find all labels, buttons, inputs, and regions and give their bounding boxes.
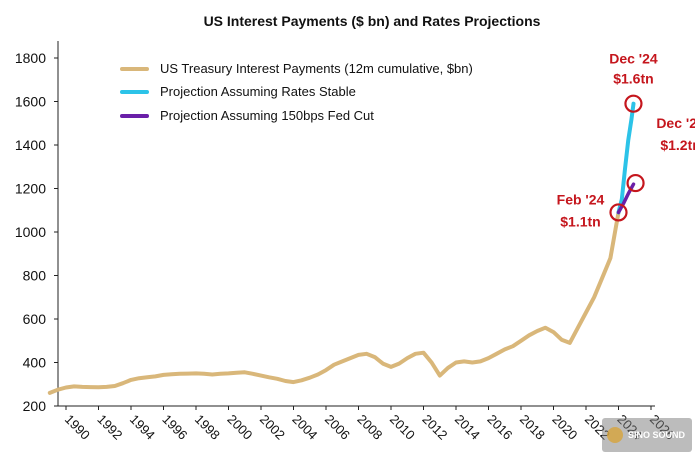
x-axis-ticks: 1990 1992 1994 1996 1998 2000 2002 2004 2006 2008…: [62, 406, 678, 443]
y-tick-label: 1400: [15, 137, 46, 153]
annotation-value-label: $1.2tn: [660, 137, 695, 153]
x-tick-label: 1994: [127, 412, 158, 443]
chart-title: US Interest Payments ($ bn) and Rates Pr…: [204, 13, 541, 29]
y-tick-label: 1000: [15, 224, 46, 240]
y-axis-ticks: 200 400 600 800 1000 1200 1400 1600 1800: [15, 50, 58, 414]
y-tick-label: 400: [23, 355, 47, 371]
annotation-date-label: Feb '24: [557, 191, 605, 207]
watermark-logo-icon: [607, 427, 623, 443]
x-tick-label: 2006: [322, 412, 353, 443]
y-tick-label: 1800: [15, 50, 46, 66]
x-tick-label: 2000: [224, 412, 255, 443]
x-tick-label: 2020: [549, 412, 580, 443]
annotation-layer: Dec '24 $1.6tn Dec '24 $1.2tn Feb '24 $1.1tn: [557, 51, 695, 230]
x-tick-label: 2004: [289, 412, 320, 443]
x-tick-label: 1996: [159, 412, 190, 443]
y-tick-label: 1600: [15, 94, 46, 110]
annotation-marker: [624, 94, 643, 113]
legend-label-fed-cut: Projection Assuming 150bps Fed Cut: [160, 108, 374, 123]
series-line-treasury: [47, 210, 621, 395]
x-tick-label: 1992: [94, 412, 125, 443]
watermark-text: SINO SOUND: [628, 430, 686, 440]
x-tick-label: 1998: [192, 412, 223, 443]
x-tick-label: 1990: [62, 412, 93, 443]
y-tick-label: 600: [23, 311, 47, 327]
y-tick-label: 800: [23, 268, 47, 284]
x-tick-label: 2002: [257, 412, 288, 443]
series-line-rates-stable: [616, 101, 636, 215]
annotation-marker: [609, 203, 628, 222]
x-tick-label: 2012: [419, 412, 450, 443]
legend: US Treasury Interest Payments (12m cumul…: [120, 61, 473, 123]
annotation-value-label: $1.1tn: [560, 213, 600, 229]
annotation-marker: [626, 173, 645, 193]
x-tick-label: 2010: [387, 412, 418, 443]
y-tick-label: 1200: [15, 181, 46, 197]
y-tick-label: 200: [23, 398, 47, 414]
annotation-date-label: Dec '24: [609, 51, 658, 67]
x-tick-label: 2014: [452, 412, 483, 443]
legend-label-treasury: US Treasury Interest Payments (12m cumul…: [160, 61, 473, 76]
annotation-value-label: $1.6tn: [613, 71, 653, 87]
watermark-badge: [602, 418, 692, 452]
legend-label-rates-stable: Projection Assuming Rates Stable: [160, 84, 356, 99]
x-tick-label: 2016: [484, 412, 515, 443]
x-tick-label: 2008: [354, 412, 385, 443]
watermark: SINO SOUND: [602, 418, 692, 452]
annotation-date-label: Dec '24: [656, 115, 695, 131]
series-layer: [47, 101, 636, 395]
x-tick-label: 2018: [517, 412, 548, 443]
